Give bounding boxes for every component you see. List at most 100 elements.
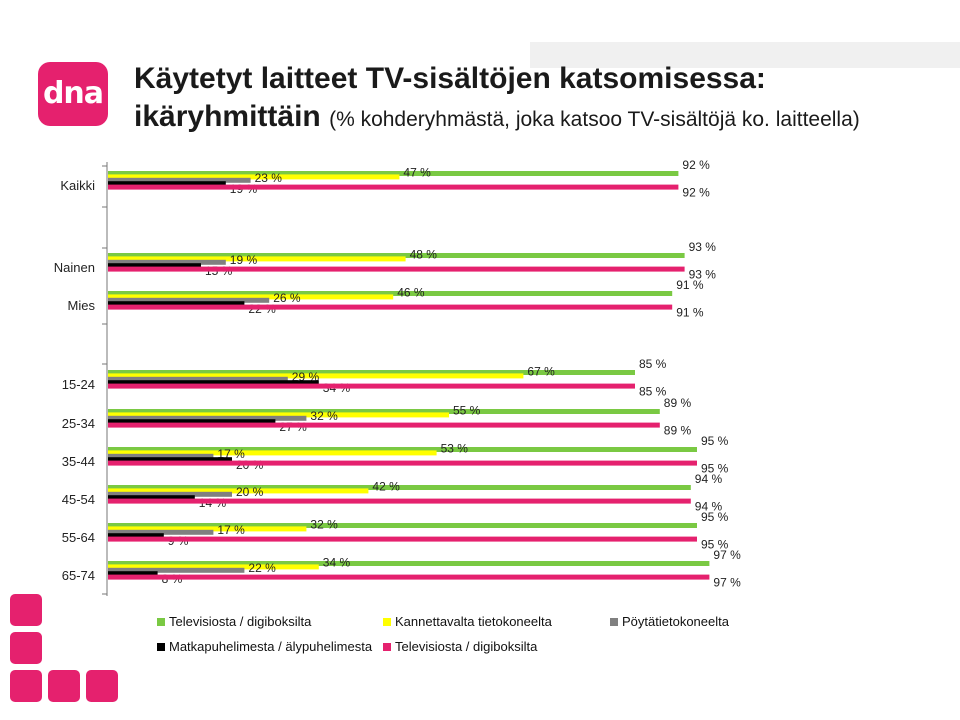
bar — [108, 174, 400, 180]
data-label: 85 % — [639, 385, 667, 399]
bar — [108, 571, 158, 577]
data-label: 32 % — [310, 517, 338, 531]
dna-logo: dna — [38, 62, 108, 126]
decor-square — [86, 670, 118, 702]
data-label: 22 % — [248, 561, 276, 575]
category-label: 25-34 — [62, 416, 95, 431]
bar — [108, 485, 691, 490]
legend-item-1: Kannettavalta tietokoneelta — [383, 614, 552, 629]
decor-square — [10, 670, 42, 702]
legend-label: Televisiosta / digiboksilta — [169, 614, 312, 629]
data-label: 95 % — [701, 462, 729, 476]
legend-item-2: Pöytätietokoneelta — [610, 614, 729, 629]
bar — [108, 460, 697, 466]
bar — [108, 297, 270, 303]
legend-swatch — [157, 642, 165, 651]
legend-label: Kannettavalta tietokoneelta — [395, 614, 552, 629]
bar — [108, 495, 195, 501]
category-label: Mies — [68, 298, 96, 313]
data-label: 91 % — [676, 306, 704, 320]
data-label: 53 % — [441, 441, 469, 455]
bar — [108, 184, 679, 190]
bar — [108, 488, 369, 494]
page-title-line1: Käytetyt laitteet TV-sisältöjen katsomis… — [134, 62, 766, 95]
bar — [108, 266, 685, 272]
bar — [108, 447, 697, 452]
bar — [108, 419, 276, 425]
data-label: 34 % — [323, 555, 351, 569]
legend-label: Televisiosta / digiboksilta — [395, 639, 538, 654]
data-label: 95 % — [701, 434, 729, 448]
top-band — [0, 0, 960, 42]
bar — [108, 259, 226, 265]
data-label: 32 % — [310, 409, 338, 423]
bar — [108, 383, 635, 389]
bar — [108, 412, 449, 418]
bar — [108, 450, 437, 456]
data-label: 23 % — [255, 171, 283, 185]
bar — [108, 567, 245, 573]
legend-swatch — [383, 642, 391, 651]
bar — [108, 457, 232, 463]
legend-item-4: Televisiosta / digiboksilta — [383, 639, 537, 654]
legend-swatch — [383, 617, 391, 626]
data-label: 19 % — [230, 253, 258, 267]
bar — [108, 380, 319, 386]
bar — [108, 256, 406, 262]
bar — [108, 561, 710, 566]
data-label: 94 % — [695, 500, 723, 514]
bar — [108, 294, 394, 300]
page-title-main: ikäryhmittäin — [134, 100, 321, 133]
category-label: Nainen — [54, 260, 95, 275]
bar — [108, 263, 201, 269]
data-label: 55 % — [453, 403, 481, 417]
legend-swatch — [157, 617, 165, 626]
logo-text: dna — [42, 76, 104, 111]
bar — [108, 533, 164, 539]
bar — [108, 526, 307, 532]
data-label: 47 % — [403, 165, 431, 179]
bar — [108, 301, 245, 307]
header-grey-band — [530, 42, 960, 68]
bar — [108, 373, 524, 379]
bar — [108, 177, 251, 183]
category-label: 15-24 — [62, 377, 95, 392]
bar — [108, 536, 697, 542]
data-label: 95 % — [701, 510, 729, 524]
data-label: 17 % — [217, 523, 245, 537]
category-label: 45-54 — [62, 492, 95, 507]
bar — [108, 491, 232, 497]
category-label: 35-44 — [62, 454, 95, 469]
bar — [108, 171, 679, 176]
data-label: 95 % — [701, 538, 729, 552]
bar — [108, 415, 307, 421]
category-label: 65-74 — [62, 568, 95, 583]
legend-label: Pöytätietokoneelta — [622, 614, 729, 629]
data-label: 46 % — [397, 285, 425, 299]
data-label: 89 % — [664, 424, 692, 438]
bar — [108, 181, 226, 187]
bar — [108, 453, 214, 459]
data-label: 89 % — [664, 396, 692, 410]
data-label: 92 % — [682, 158, 710, 172]
legend-item-0: Televisiosta / digiboksilta — [157, 614, 311, 629]
data-label: 97 % — [713, 576, 741, 590]
data-label: 48 % — [410, 247, 438, 261]
data-label: 26 % — [273, 291, 301, 305]
page-subtitle: (% kohderyhmästä, joka katsoo TV-sisältö… — [329, 108, 860, 131]
bar — [108, 498, 691, 504]
page-title-line2: ikäryhmittäin (% kohderyhmästä, joka kat… — [134, 100, 860, 134]
data-label: 42 % — [372, 479, 400, 493]
legend-item-3: Matkapuhelimesta / älypuhelimesta — [157, 639, 372, 654]
data-label: 94 % — [695, 472, 723, 486]
bar — [108, 409, 660, 414]
decor-square — [10, 594, 42, 626]
data-label: 91 % — [676, 278, 704, 292]
bar — [108, 564, 319, 570]
data-label: 93 % — [689, 240, 717, 254]
decor-square — [10, 632, 42, 664]
legend-label: Matkapuhelimesta / älypuhelimesta — [169, 639, 373, 654]
category-label: 55-64 — [62, 530, 95, 545]
bar — [108, 529, 214, 535]
